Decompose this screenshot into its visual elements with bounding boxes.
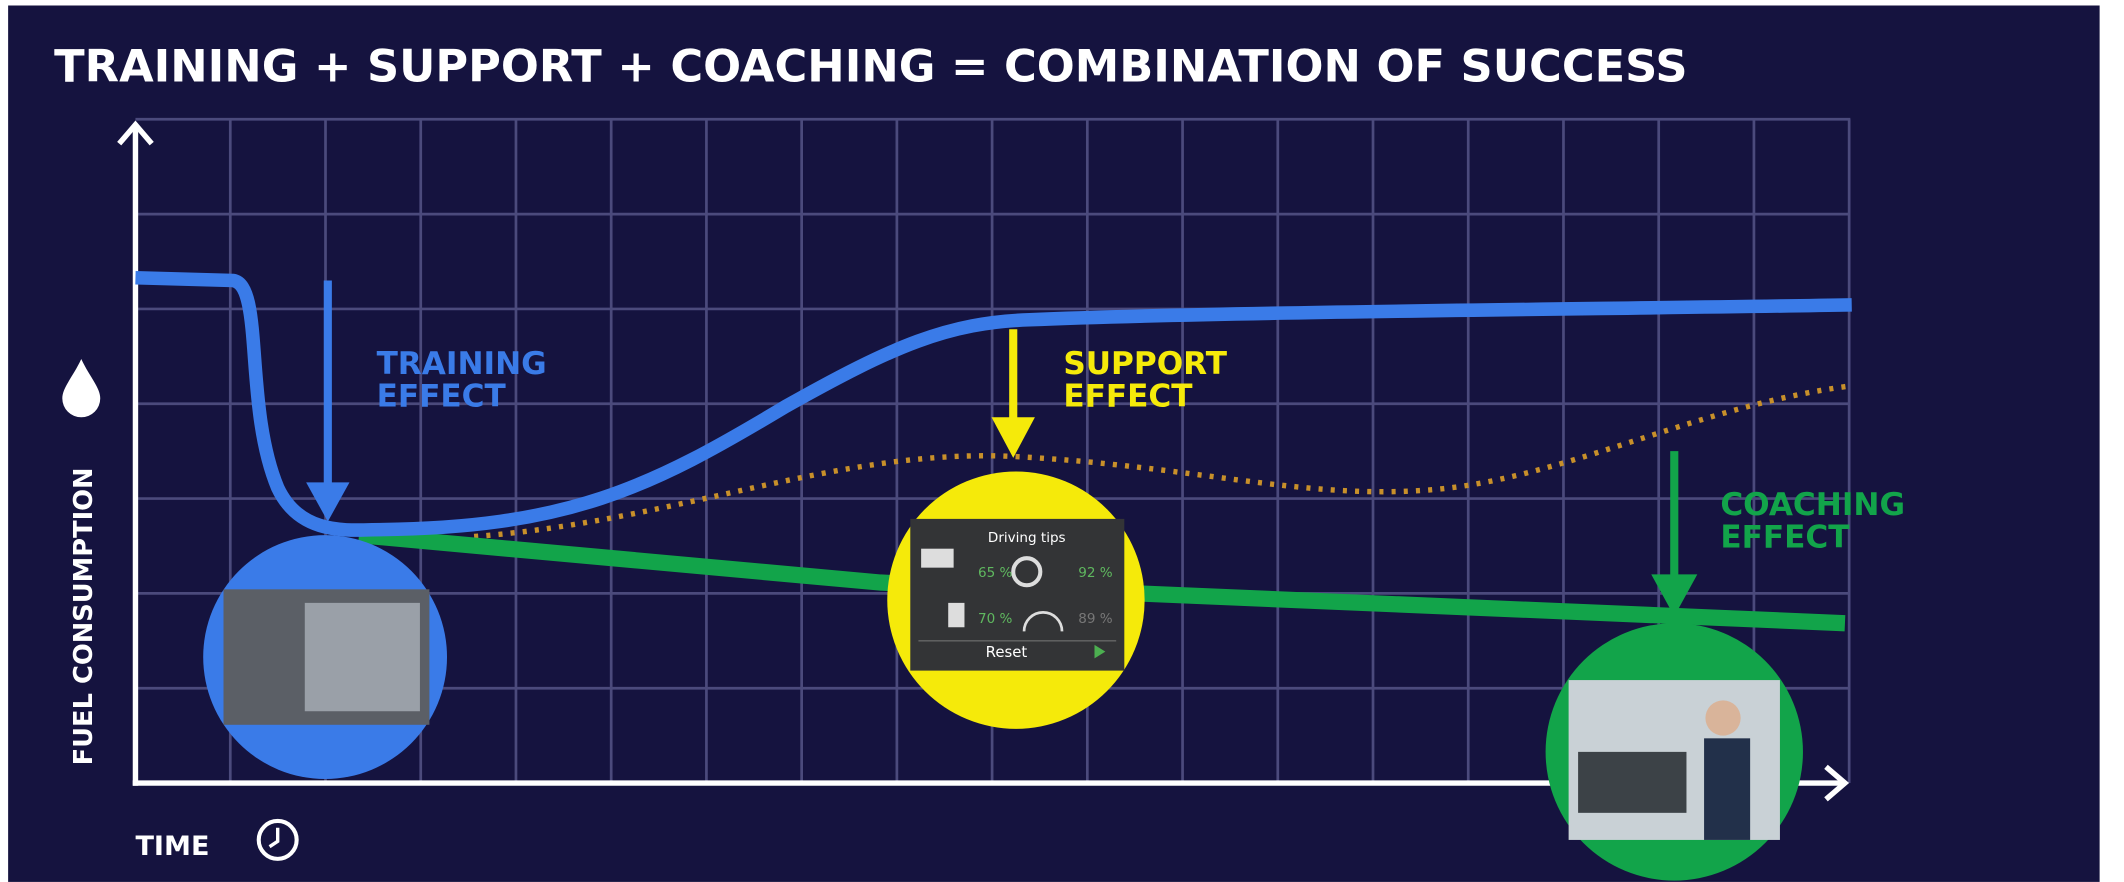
clock-icon: [256, 818, 299, 861]
pump-icon: [948, 602, 965, 628]
effect-label: COACHING: [1720, 487, 1905, 523]
training-photo-detail: [304, 602, 420, 712]
effect-label: EFFECT: [1720, 519, 1850, 555]
effect-label: TRAINING: [377, 346, 547, 382]
effect-label: SUPPORT: [1063, 346, 1227, 382]
panel-stat: 65 %: [978, 565, 1013, 581]
coaching-photo-body: [1704, 738, 1751, 840]
wheel-icon: [1011, 556, 1043, 588]
gauge-icon: [1022, 611, 1064, 632]
blue-curve: [135, 271, 1852, 537]
y-axis-label: FUEL CONSUMPTION: [69, 467, 99, 765]
coaching-photo-desk: [1578, 751, 1687, 813]
x-axis-label: TIME: [135, 831, 209, 862]
clock-hands: [268, 827, 280, 849]
coaching-photo-person: [1705, 700, 1741, 736]
panel-stat: 70 %: [978, 611, 1013, 627]
title: TRAINING + SUPPORT + COACHING = COMBINAT…: [54, 40, 1687, 92]
effect-labels: TRAININGEFFECTSUPPORTEFFECTCOACHINGEFFEC…: [377, 346, 1905, 555]
panel-title: Driving tips: [988, 530, 1066, 546]
panel-button[interactable]: Reset: [986, 643, 1028, 661]
drop-icon: [62, 359, 101, 418]
effect-arrows: [306, 280, 1698, 617]
play-icon: [1094, 644, 1106, 659]
truck-icon: [921, 548, 954, 568]
panel-stat: 89 %: [1078, 611, 1113, 627]
effect-label: EFFECT: [1063, 378, 1193, 414]
effect-label: EFFECT: [377, 378, 507, 414]
panel-stat: 92 %: [1078, 565, 1113, 581]
driving-tips-panel: [910, 518, 1125, 671]
coaching-line: [358, 527, 1846, 632]
